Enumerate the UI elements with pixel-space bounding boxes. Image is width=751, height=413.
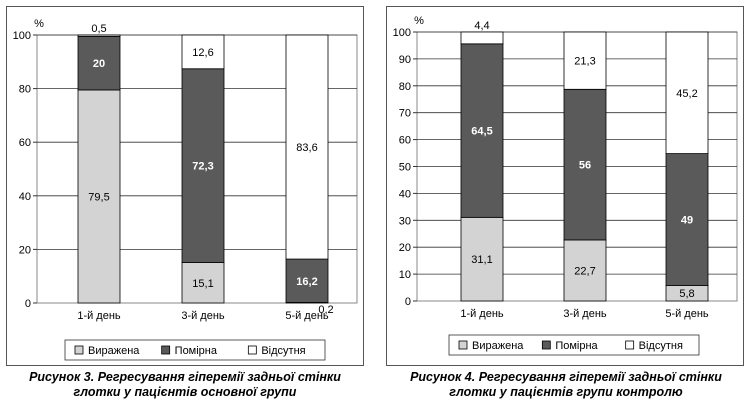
data-label: 21,3 [574,56,595,68]
bar-segment [285,258,329,303]
caption-line-1: Рисунок 4. Регресування гіперемії задньо… [381,370,751,385]
legend-label: Відсутня [261,345,305,357]
legend: Виражена Помірна Відсутня [448,334,700,356]
bar-segment [77,35,121,91]
caption-text: Регресування гіперемії задньої стінки [475,370,722,384]
data-label: 22,7 [574,265,595,277]
data-label: 12,6 [192,47,213,59]
y-axis-label: % [34,18,44,30]
y-tick-label: 10 [399,269,411,281]
legend-label: Помірна [175,345,218,357]
bar-segment [563,239,607,302]
data-label: 4,4 [474,20,489,32]
bar-segment [77,34,121,37]
y-tick-label: 100 [393,27,411,39]
data-label: 64,5 [471,126,492,138]
x-tick-label: 1-й день [77,310,121,322]
bar-segment [181,34,225,70]
y-tick-label: 60 [19,137,31,149]
x-tick-label: 5-й день [665,308,709,320]
data-label: 0,5 [91,23,106,35]
y-tick-label: 40 [399,188,411,200]
y-tick-label: 80 [399,81,411,93]
data-label: 15,1 [192,278,213,290]
y-tick-label: 80 [19,84,31,96]
data-label: 72,3 [192,161,213,173]
y-tick-label: 100 [13,30,31,42]
x-tick-label: 3-й день [181,310,225,322]
y-tick-label: 40 [19,191,31,203]
data-label: 16,2 [296,276,317,288]
chart-panel-control-group: 0 10 20 30 40 50 60 70 80 90 100% 31,1 64,5 4,4 1-й де… [386,6,744,366]
y-tick-label: 70 [399,108,411,120]
data-label: 31,1 [471,254,492,266]
data-label: 83,6 [296,142,317,154]
y-tick-label: 50 [399,162,411,174]
y-tick-label: 20 [399,242,411,254]
x-tick-label: 5-й день [285,310,329,322]
data-label: 0,2 [318,304,333,316]
legend-swatch [458,340,468,350]
y-tick-label: 0 [405,296,411,308]
bar-segment [665,31,709,154]
legend-box [64,339,326,361]
y-tick-label: 90 [399,54,411,66]
legend-box [448,334,700,356]
legend: Виражена Помірна Відсутня [64,339,326,361]
bar-segment [665,153,709,286]
caption-text: Регресування гіперемії задньої стінки [94,370,341,384]
bar-segment [181,262,225,304]
data-label: 49 [681,214,693,226]
y-tick-label: 0 [25,298,31,310]
caption-prefix: Рисунок 3. [29,370,95,384]
y-axis-label: % [414,15,424,27]
bar-segment [285,34,329,260]
data-label: 79,5 [88,191,109,203]
chart-panel-main-group: 0 20 40 60 80 100% 79,5 20 0,5 1-й день 15,1 72,3 12… [6,6,364,366]
y-tick-label: 60 [399,135,411,147]
figure-caption-4: Рисунок 4. Регресування гіперемії задньо… [381,370,751,400]
caption-line-1: Рисунок 3. Регресування гіперемії задньо… [0,370,370,385]
x-tick-label: 3-й день [563,308,607,320]
bar-segment [460,43,504,218]
data-label: 20 [93,58,105,70]
caption-line-2: глотки у пацієнтів групи контролю [449,385,683,399]
figure-caption-3: Рисунок 3. Регресування гіперемії задньо… [0,370,370,400]
bar-segment [563,88,607,241]
data-label: 45,2 [676,88,697,100]
legend-label: Помірна [555,340,598,352]
bar-segment [460,216,504,302]
caption-line-2: глотки у пацієнтів основної групи [73,385,297,399]
legend-swatch [74,345,84,355]
y-tick-label: 30 [399,215,411,227]
chart-main-group: 0 20 40 60 80 100% 79,5 20 0,5 1-й день 15,1 72,3 12… [13,18,358,361]
legend-label: Відсутня [639,340,683,352]
caption-prefix: Рисунок 4. [410,370,476,384]
bar-segment [77,89,121,304]
data-label: 5,8 [679,288,694,300]
legend-label: Виражена [472,340,524,352]
bar-segment [460,31,504,45]
bar-segment [181,68,225,263]
legend-label: Виражена [88,345,140,357]
legend-swatch [541,340,551,350]
chart-control-group: 0 10 20 30 40 50 60 70 80 90 100% 31,1 64,5 4,4 1-й де… [393,15,738,356]
legend-swatch [161,345,171,355]
legend-swatch [625,340,635,350]
legend-swatch [247,345,257,355]
bar-segment [563,31,607,90]
x-tick-label: 1-й день [460,308,504,320]
data-label: 56 [579,160,591,172]
y-tick-label: 20 [19,244,31,256]
